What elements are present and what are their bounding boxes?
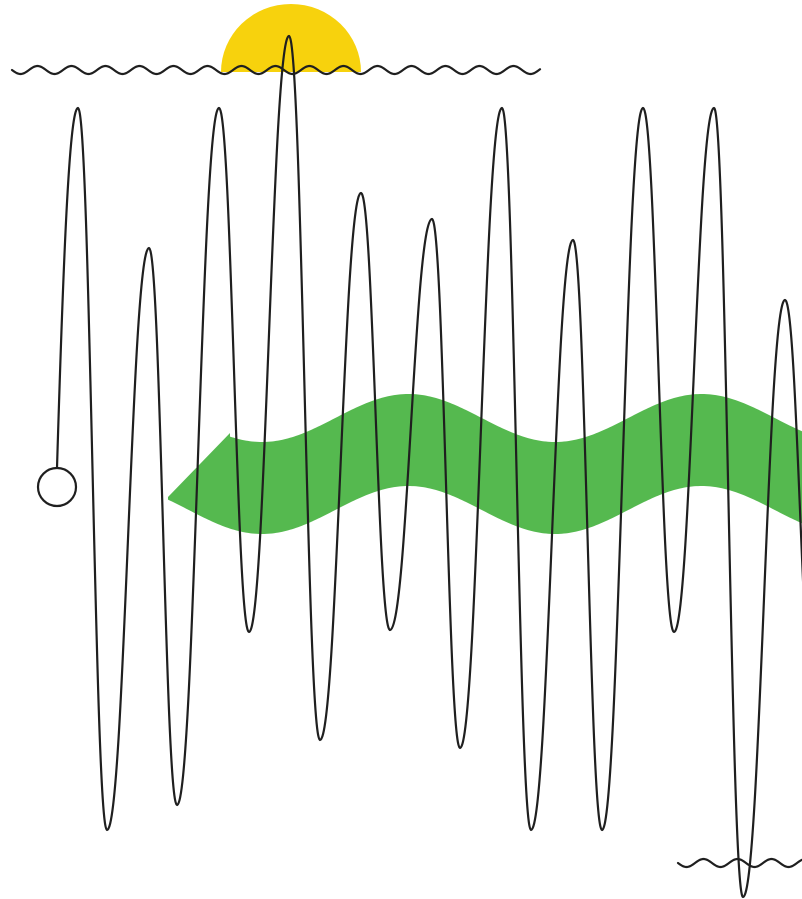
wavy-ribbon: [168, 394, 802, 534]
top-wave-line: [10, 64, 542, 76]
oscillating-line: [55, 34, 802, 899]
circle-endpoint-icon: [36, 466, 78, 508]
bottom-wave-line: [676, 857, 802, 869]
